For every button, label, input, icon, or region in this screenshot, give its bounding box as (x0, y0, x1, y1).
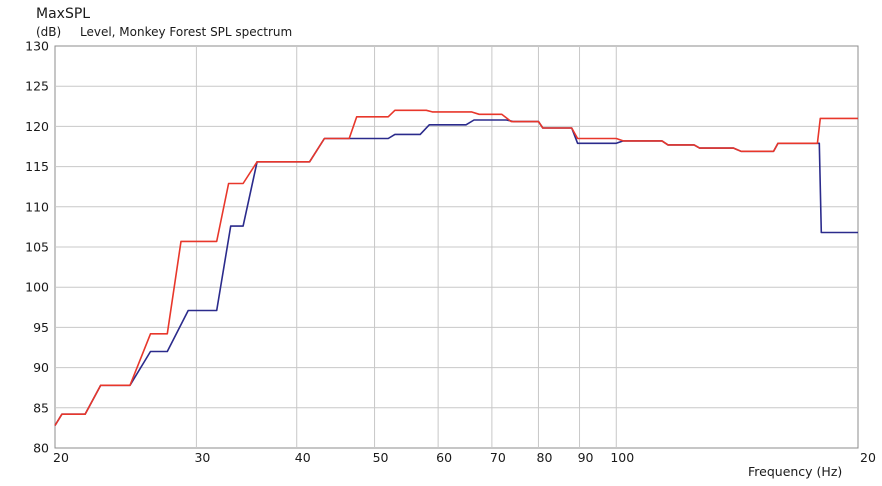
chart-subtitle: Level, Monkey Forest SPL spectrum (80, 25, 292, 39)
y-tick-label: 125 (25, 79, 49, 94)
y-tick-label: 95 (33, 320, 49, 335)
x-tick-label: 40 (295, 450, 311, 465)
x-tick-label: 30 (194, 450, 210, 465)
y-tick-label: 80 (33, 441, 49, 456)
x-tick-label-end: 20 (860, 450, 876, 465)
x-tick-label: 90 (578, 450, 594, 465)
y-axis-unit-label: (dB) (36, 25, 61, 39)
x-tick-label: 80 (537, 450, 553, 465)
y-tick-label: 100 (25, 280, 49, 295)
x-tick-label: 100 (610, 450, 634, 465)
x-tick-label: 60 (436, 450, 452, 465)
y-tick-label: 85 (33, 400, 49, 415)
y-tick-label: 105 (25, 240, 49, 255)
y-tick-label: 120 (25, 119, 49, 134)
y-tick-label: 130 (25, 39, 49, 54)
x-tick-label: 50 (373, 450, 389, 465)
x-tick-label: 20 (53, 450, 69, 465)
series-lines (54, 109, 858, 426)
series-line-2 (54, 109, 858, 426)
x-axis-label: Frequency (Hz) (748, 464, 842, 479)
grid-lines (55, 46, 858, 448)
y-tick-label: 110 (25, 199, 49, 214)
y-tick-label: 115 (25, 159, 49, 174)
chart-title: MaxSPL (36, 6, 90, 22)
x-tick-label: 70 (490, 450, 506, 465)
y-tick-label: 90 (33, 360, 49, 375)
tick-labels: 80 85 90 95 100 105 110 115 120 125 130 20 30 40 50 60 7… (25, 39, 634, 466)
